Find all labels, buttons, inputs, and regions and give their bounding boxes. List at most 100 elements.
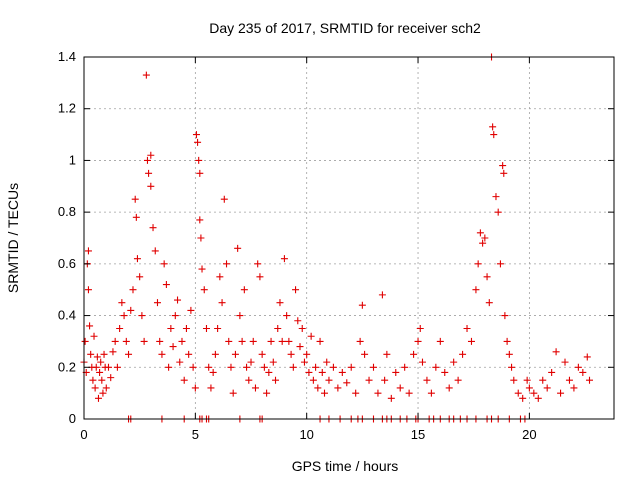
data-point: [321, 389, 329, 397]
data-point: [211, 350, 219, 358]
data-point: [191, 384, 199, 392]
data-point: [285, 337, 293, 345]
data-point: [196, 169, 204, 177]
data-point: [220, 195, 228, 203]
data-point: [174, 296, 182, 304]
data-point: [84, 247, 92, 255]
data-point: [185, 350, 193, 358]
data-point: [125, 350, 133, 358]
data-point: [269, 358, 277, 366]
data-point: [180, 376, 188, 384]
data-point: [392, 368, 400, 376]
data-point: [195, 156, 203, 164]
data-point: [305, 368, 313, 376]
data-point: [127, 306, 135, 314]
data-point: [122, 337, 130, 345]
data-point: [552, 348, 560, 356]
data-point: [96, 368, 104, 376]
data-point: [227, 363, 235, 371]
data-point: [234, 244, 242, 252]
data-point: [189, 363, 197, 371]
data-point: [410, 350, 418, 358]
data-point: [557, 389, 565, 397]
plot-frame: [83, 56, 615, 420]
data-point: [570, 384, 578, 392]
data-point: [579, 368, 587, 376]
y-tick-label: 0: [69, 411, 76, 426]
data-point: [229, 389, 237, 397]
data-point: [500, 169, 508, 177]
data-point: [358, 301, 366, 309]
data-point: [162, 281, 170, 289]
data-point: [272, 376, 280, 384]
data-point: [441, 368, 449, 376]
data-point: [136, 273, 144, 281]
data-point: [463, 325, 471, 332]
data-point: [499, 162, 507, 170]
data-point: [156, 337, 164, 345]
data-point: [104, 363, 112, 371]
data-point: [343, 379, 351, 387]
data-point: [369, 363, 377, 371]
y-tick-label: 0.6: [58, 256, 76, 271]
data-point: [525, 384, 533, 392]
data-point: [249, 337, 257, 345]
data-point: [296, 343, 304, 351]
data-point: [94, 394, 102, 402]
data-point: [87, 350, 95, 358]
data-point: [490, 131, 498, 139]
data-point: [192, 131, 200, 139]
data-point: [93, 353, 101, 361]
data-point: [523, 376, 531, 384]
data-point: [238, 337, 246, 345]
data-point: [197, 234, 205, 242]
data-point: [519, 394, 527, 402]
data-point: [312, 363, 320, 371]
data-point: [247, 358, 255, 366]
axis-ticks: 0 0.2 0.4 0.6 0.8 1 1.2 1.4 0 5 10 15 20: [58, 49, 614, 442]
data-point: [586, 376, 594, 384]
data-point: [454, 376, 462, 384]
x-tick-label: 0: [80, 427, 87, 442]
data-point: [501, 312, 509, 320]
data-point: [178, 337, 186, 345]
data-point: [132, 213, 140, 221]
data-point: [138, 312, 146, 320]
data-point: [107, 374, 115, 382]
data-point: [169, 343, 177, 351]
data-point: [396, 384, 404, 392]
y-tick-label: 1: [69, 152, 76, 167]
data-point: [485, 299, 493, 307]
data-point: [251, 384, 259, 392]
data-point: [323, 358, 331, 366]
data-point: [329, 363, 337, 371]
data-point: [207, 384, 215, 392]
data-point: [198, 265, 206, 273]
data-point: [92, 363, 100, 371]
data-point: [118, 299, 126, 307]
data-point: [298, 325, 306, 332]
data-point: [401, 363, 409, 371]
data-point: [303, 350, 311, 358]
data-point: [334, 384, 342, 392]
data-point: [514, 389, 522, 397]
data-point: [307, 332, 315, 340]
data-point: [481, 234, 489, 242]
data-point: [109, 348, 117, 356]
data-point: [209, 368, 217, 376]
data-point: [432, 363, 440, 371]
data-point: [283, 312, 291, 320]
data-point: [427, 389, 435, 397]
data-point: [494, 208, 502, 216]
data-point: [98, 376, 106, 384]
data-point: [158, 350, 166, 358]
data-point: [574, 363, 582, 371]
x-tick-label: 5: [192, 427, 199, 442]
data-point: [258, 350, 266, 358]
data-point: [436, 337, 444, 345]
data-point: [416, 325, 424, 332]
data-point: [214, 325, 222, 332]
data-point: [240, 286, 248, 294]
data-point: [325, 376, 333, 384]
